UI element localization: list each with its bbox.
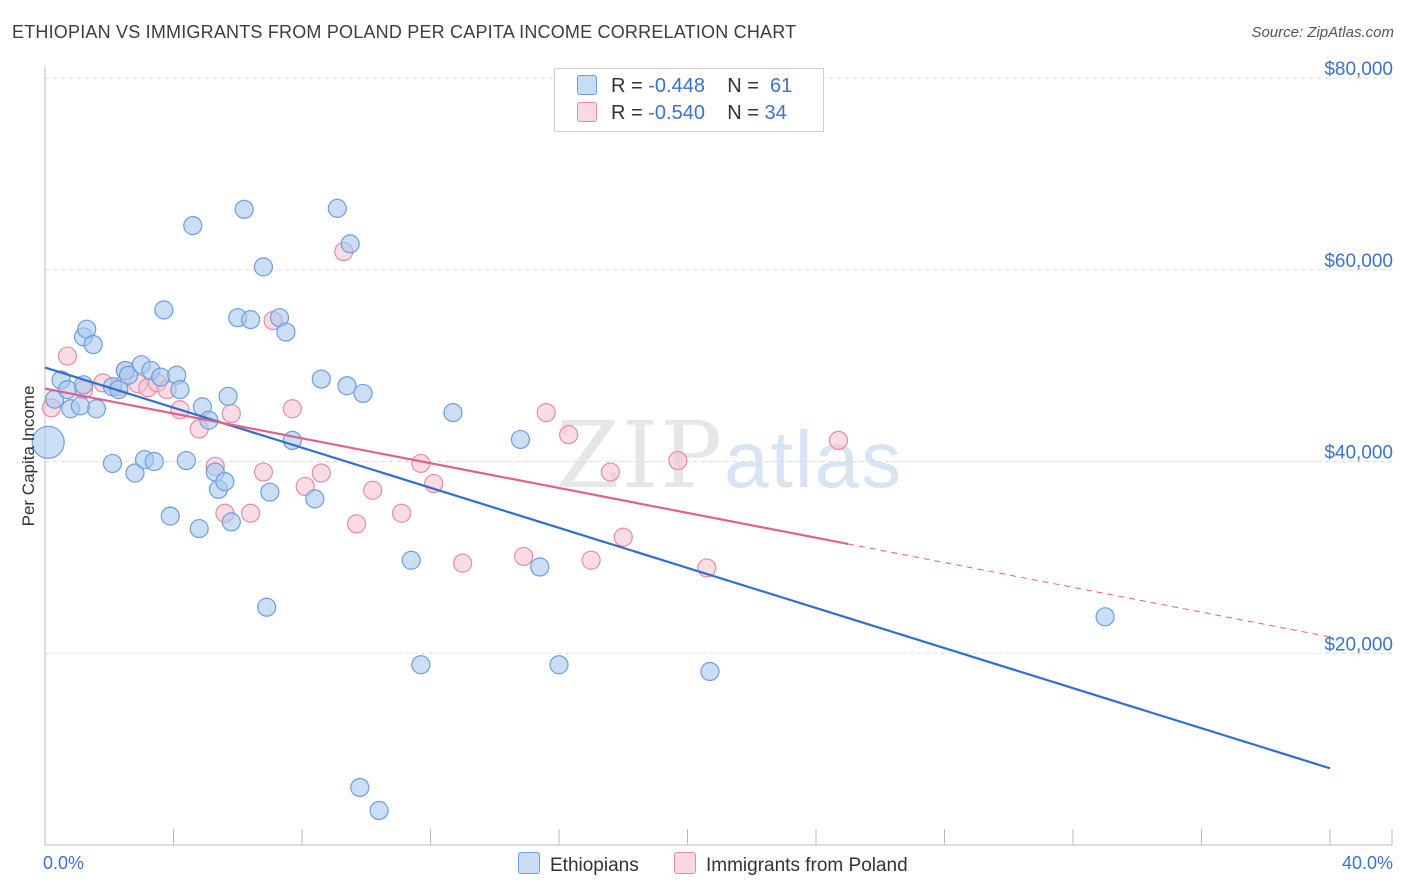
y-tick-label: $60,000 xyxy=(1324,251,1393,272)
poland-point xyxy=(668,450,688,471)
x-tick-label-min: 0.0% xyxy=(43,853,84,873)
ethiopian-point xyxy=(276,322,296,342)
bottom-legend-poland: Immigrants from Poland xyxy=(674,852,908,877)
correlation-legend: R = -0.448 N = 61 R = -0.540 N = 34 xyxy=(554,68,824,132)
ethiopian-point xyxy=(700,661,720,682)
bottom-legend-ethiopians: Ethiopians xyxy=(518,852,639,877)
y-tick-label: $40,000 xyxy=(1324,443,1393,464)
poland-point xyxy=(600,462,621,482)
ethiopian-point xyxy=(31,425,65,459)
poland-point xyxy=(282,399,302,419)
ethiopians-trend-line xyxy=(44,366,1331,770)
ethiopian-point xyxy=(170,379,190,400)
ethiopian-point xyxy=(118,365,139,385)
ethiopians-n-value: 61 xyxy=(770,75,793,97)
ethiopians-legend-swatch xyxy=(518,852,540,874)
axis-labels: $20,000 $40,000 $60,000 $80,000 0.0% 40.0% Per… xyxy=(19,59,1393,873)
ethiopian-point xyxy=(57,379,78,400)
ethiopians-legend-label: Ethiopians xyxy=(550,855,639,876)
ethiopian-point xyxy=(176,450,196,471)
legend-row-ethiopians: R = -0.448 N = 61 xyxy=(577,75,792,101)
ethiopian-point xyxy=(218,386,238,406)
poland-point xyxy=(347,514,367,534)
x-tick-label-max: 40.0% xyxy=(1342,853,1393,873)
ethiopian-points xyxy=(31,198,1115,821)
ethiopians-r-value: -0.448 xyxy=(648,75,705,97)
ethiopian-point xyxy=(353,383,373,404)
y-axis-title: Per Capita Income xyxy=(19,386,38,527)
ethiopian-point xyxy=(221,512,241,532)
ethiopian-point xyxy=(189,519,209,539)
poland-point xyxy=(828,430,849,451)
poland-legend-swatch xyxy=(674,852,696,874)
poland-point xyxy=(221,403,241,424)
ethiopian-point xyxy=(311,369,331,389)
poland-point xyxy=(241,503,261,523)
ethiopian-point xyxy=(350,777,370,798)
chart-title: ETHIOPIAN VS IMMIGRANTS FROM POLAND PER … xyxy=(12,22,797,42)
ethiopian-point xyxy=(83,334,103,355)
poland-point xyxy=(253,462,274,482)
poland-trend-extension xyxy=(848,543,1331,638)
legend-n-label: N = xyxy=(727,102,759,124)
legend-r-label: R = xyxy=(611,102,643,124)
ethiopian-point xyxy=(305,489,325,509)
poland-point xyxy=(311,463,331,483)
zipatlas-watermark: ZIPatlas xyxy=(556,402,903,509)
poland-point xyxy=(514,546,534,567)
ethiopian-point xyxy=(260,482,280,502)
poland-point xyxy=(453,553,473,573)
ethiopian-point xyxy=(401,550,421,570)
y-tick-label: $80,000 xyxy=(1324,59,1393,80)
ethiopian-point xyxy=(510,429,531,450)
y-tick-label: $20,000 xyxy=(1324,634,1393,655)
ethiopian-point xyxy=(183,216,203,236)
ethiopian-point xyxy=(369,800,389,821)
ethiopian-point xyxy=(144,451,164,472)
ethiopian-point xyxy=(234,199,254,219)
watermark-atlas: atlas xyxy=(724,415,904,504)
poland-point xyxy=(559,425,579,445)
ethiopians-swatch xyxy=(577,75,597,95)
ethiopian-point xyxy=(102,453,123,474)
ethiopian-point xyxy=(70,396,90,416)
ethiopian-point xyxy=(253,257,274,277)
poland-point xyxy=(536,403,556,423)
poland-point xyxy=(581,550,601,570)
ethiopian-point xyxy=(337,376,357,396)
legend-n-label: N = xyxy=(727,75,759,97)
poland-point xyxy=(57,346,78,366)
poland-point xyxy=(613,527,633,547)
poland-swatch xyxy=(577,102,597,122)
poland-point xyxy=(363,480,383,500)
ethiopian-point xyxy=(549,655,569,675)
ethiopian-point xyxy=(86,399,107,419)
ethiopian-point xyxy=(241,310,261,330)
ethiopian-point xyxy=(215,472,235,492)
trend-lines xyxy=(44,366,1331,770)
ethiopian-point xyxy=(154,300,174,320)
poland-n-value: 34 xyxy=(764,102,787,124)
ethiopian-point xyxy=(1095,607,1115,627)
ethiopian-point xyxy=(327,198,347,218)
legend-row-poland: R = -0.540 N = 34 xyxy=(577,102,787,128)
poland-point xyxy=(391,503,412,523)
ethiopian-point xyxy=(160,506,180,526)
poland-legend-label: Immigrants from Poland xyxy=(706,855,908,876)
chart-source: Source: ZipAtlas.com xyxy=(1251,24,1394,41)
gridlines xyxy=(45,77,1392,654)
watermark-zip: ZIP xyxy=(556,402,725,509)
ethiopian-point xyxy=(125,463,145,483)
ethiopian-point xyxy=(411,655,431,675)
poland-r-value: -0.540 xyxy=(648,102,705,124)
ethiopian-point xyxy=(530,557,550,577)
legend-r-label: R = xyxy=(611,75,643,97)
ethiopian-point xyxy=(257,597,277,617)
poland-trend-line xyxy=(44,387,849,546)
axes xyxy=(44,66,1393,846)
ethiopian-point xyxy=(340,234,360,254)
ethiopian-point xyxy=(443,403,463,423)
ethiopian-point xyxy=(151,367,171,387)
